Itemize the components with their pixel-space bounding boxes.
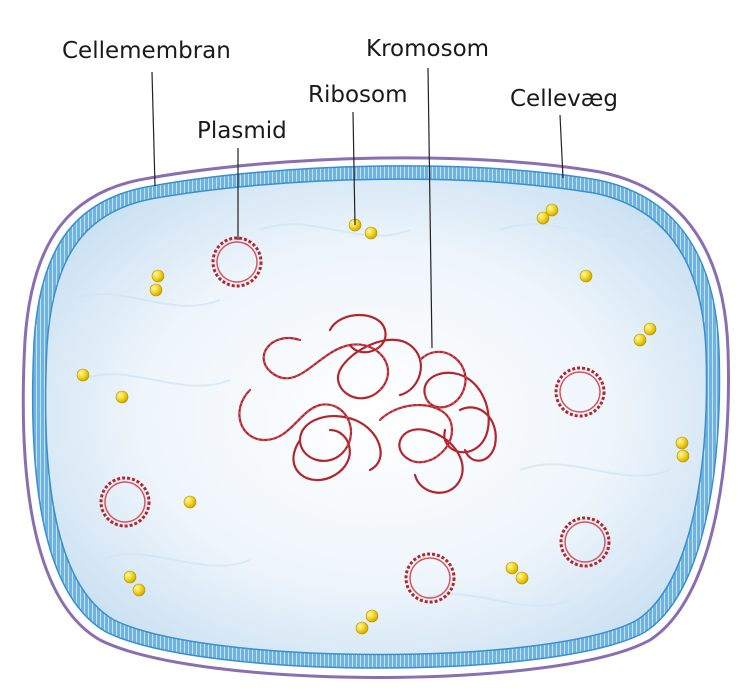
leader-ribosom <box>352 111 356 226</box>
ribosome <box>364 226 378 240</box>
ribosome <box>123 570 137 584</box>
ribosome <box>132 583 146 597</box>
plasmid-2 <box>554 366 606 418</box>
plasmid-4 <box>559 516 611 568</box>
ribosome <box>633 333 647 347</box>
leader-cellevaeg <box>559 114 564 179</box>
ribosome <box>355 621 369 635</box>
ribosomes <box>76 203 690 635</box>
ribosome <box>676 449 690 463</box>
ribosome <box>76 368 90 382</box>
plasmid-3 <box>99 476 151 528</box>
plasmid-5 <box>404 552 456 604</box>
cytoplasm <box>44 178 708 656</box>
ribosome <box>675 436 689 450</box>
ribosome <box>579 269 593 283</box>
ribosome <box>515 571 529 585</box>
label-cellevaeg: Cellevæg <box>510 86 618 112</box>
label-ribosom: Ribosom <box>308 82 408 108</box>
ribosome <box>536 211 550 225</box>
leader-cellemembran <box>151 71 156 187</box>
ribosome <box>643 322 657 336</box>
leader-lines <box>151 67 564 349</box>
chromosome <box>238 313 497 494</box>
leader-kromosom <box>427 67 433 349</box>
ribosome <box>151 269 165 283</box>
ribosome <box>115 390 129 404</box>
ribosome <box>183 495 197 509</box>
cytoplasm-texture <box>69 223 671 607</box>
ribosome <box>365 609 379 623</box>
cell-wall <box>21 156 730 679</box>
label-cellemembran: Cellemembran <box>62 38 231 64</box>
ribosome <box>149 283 163 297</box>
plasmid-1 <box>211 236 263 288</box>
label-kromosom: Kromosom <box>366 36 489 62</box>
ribosome <box>545 203 559 217</box>
ribosome <box>505 561 519 575</box>
label-plasmid: Plasmid <box>197 118 287 144</box>
